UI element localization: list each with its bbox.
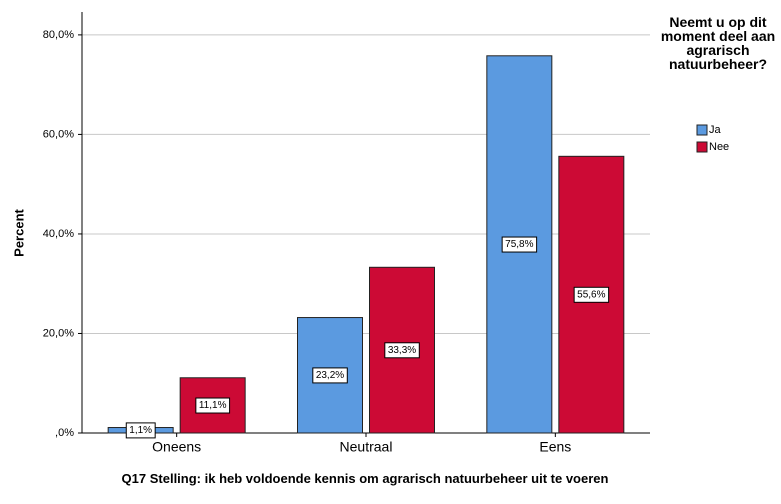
value-label: 11,1% [199,400,227,411]
x-tick-label: Oneens [152,439,201,455]
x-tick-label: Neutraal [340,439,393,455]
y-axis-title: Percent [11,208,26,256]
x-axis-title: Q17 Stelling: ik heb voldoende kennis om… [121,471,609,486]
value-label: 75,8% [505,239,533,250]
value-label-box [125,422,156,439]
value-label: 55,6% [577,289,605,300]
value-label: 33,3% [388,345,416,356]
value-label-box [573,286,610,303]
legend-marker [696,141,708,153]
legend-label: Ja [709,124,722,136]
y-tick-label: ,0% [55,427,74,439]
value-label-box [501,236,538,253]
value-label-box [195,397,231,414]
x-tick-label: Eens [539,439,571,455]
legend-label: Nee [709,141,729,153]
y-tick-label: 60,0% [43,128,74,140]
legend-title: Neemt u op dit moment deel aan agrarisch… [660,14,776,72]
value-label-box [312,367,348,384]
y-tick-label: 80,0% [43,29,74,41]
y-tick-label: 40,0% [43,228,74,240]
value-label-box [384,342,420,359]
y-tick-label: 20,0% [43,327,74,339]
value-label: 1,1% [129,425,152,436]
legend-marker [696,124,708,136]
value-label: 23,2% [316,370,344,381]
